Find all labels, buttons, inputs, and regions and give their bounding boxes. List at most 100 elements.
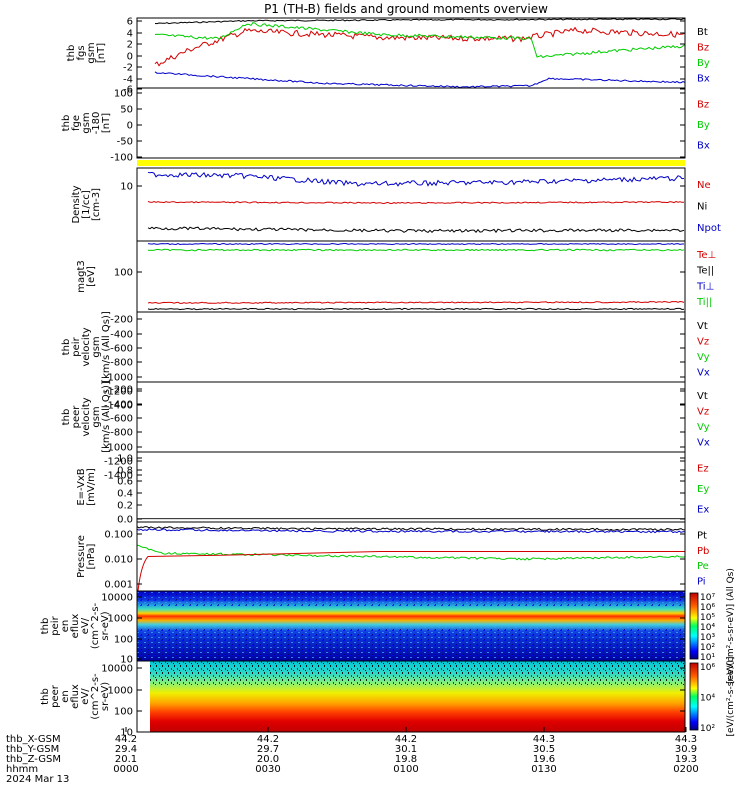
legend-item: By bbox=[697, 58, 710, 69]
y-tick-label: -4 bbox=[123, 75, 133, 86]
x-tick-label: 19.8 bbox=[395, 754, 417, 765]
panel-fge: 100 50 0 -50 -100 thbfgegsm-180[nT] Bz By Bx bbox=[61, 87, 710, 166]
x-tick-label: 0130 bbox=[531, 764, 556, 775]
x-tick-label: 20.1 bbox=[115, 754, 137, 765]
legend: Te⊥ Te|| Ti⊥ Ti|| bbox=[696, 250, 716, 308]
panels: 6420-2-4-6thbfgsgsm[nT]BtBzByBx100500-50… bbox=[40, 17, 736, 739]
y-tick-label: -200 bbox=[110, 385, 133, 396]
legend-item: Npot bbox=[697, 223, 721, 234]
legend: Bz By Bx bbox=[697, 99, 710, 151]
y-tick-label: -400 bbox=[110, 400, 133, 411]
colorbar-tick-label: 10² bbox=[700, 724, 715, 734]
panel-vi: -200 -400 -600 -800 -1000 -1200 -1400 thbpeirve… bbox=[61, 311, 710, 411]
colorbar bbox=[689, 662, 699, 731]
series-line-bx bbox=[154, 71, 686, 88]
legend-item: Ex bbox=[697, 505, 709, 516]
y-axis-label: thbpeirenefluxeV/(cm^2-s-sr-eV) bbox=[40, 602, 111, 649]
y-tick-label: 100 bbox=[114, 707, 133, 718]
colorbar-tick-label: 10⁴ bbox=[700, 694, 715, 704]
ele-spectrogram-noise bbox=[150, 661, 685, 686]
legend: Ne Ni Npot bbox=[697, 180, 721, 234]
legend-item: Bx bbox=[697, 141, 710, 152]
y-tick-label: 0.001 bbox=[104, 580, 133, 591]
y-tick-label: 2 bbox=[127, 40, 133, 51]
legend: Bt Bz By Bx bbox=[697, 27, 710, 85]
y-tick-label: 10000 bbox=[101, 593, 133, 604]
legend-item: Vz bbox=[697, 336, 709, 347]
x-tick-label: 44.3 bbox=[533, 734, 555, 745]
legend-item: Vx bbox=[697, 437, 710, 448]
series-line-pt bbox=[136, 526, 686, 531]
x-tick-label: 30.9 bbox=[675, 744, 697, 755]
y-tick-label: -6 bbox=[123, 85, 133, 96]
x-tick-label: 44.2 bbox=[115, 734, 137, 745]
legend-item: Ey bbox=[697, 484, 709, 495]
legend-item: Te⊥ bbox=[696, 250, 716, 261]
y-tick-label: -800 bbox=[110, 428, 133, 439]
legend-item: Vt bbox=[697, 391, 708, 402]
legend-item: Vz bbox=[697, 406, 709, 417]
series-line-te-perp bbox=[147, 300, 685, 304]
colorbar-tick-label: 10⁵ bbox=[700, 613, 715, 623]
x-tick-label: 44.2 bbox=[395, 734, 417, 745]
x-axis-labels: thb_X-GSMthb_Y-GSMthb_Z-GSMhhmm44.229.42… bbox=[6, 727, 699, 785]
colorbar-tick-label: 10⁷ bbox=[700, 593, 715, 603]
y-tick-label: -400 bbox=[110, 330, 133, 341]
y-tick-label: 0.8 bbox=[117, 466, 133, 477]
y-axis-label: E=-VxB[mV/m] bbox=[76, 468, 97, 506]
y-axis-label: thbpeerenefluxeV/(cm^2-s-sr-eV) bbox=[40, 673, 111, 720]
series-line-npot bbox=[147, 171, 685, 187]
y-tick-label: 100 bbox=[114, 89, 133, 100]
panel-frame bbox=[136, 660, 686, 733]
y-tick-label: -1000 bbox=[104, 443, 133, 454]
legend-item: Ti⊥ bbox=[696, 281, 714, 292]
legend-item: Ti|| bbox=[696, 297, 712, 308]
panel-ele_spec: 10000 1000 100 10 thbpeerenefluxeV/(cm^2-s-s… bbox=[40, 656, 736, 738]
x-row-label: thb_Z-GSM bbox=[6, 754, 61, 765]
legend-item: Ez bbox=[697, 463, 709, 474]
series-line-ti-perp bbox=[147, 242, 684, 246]
y-tick-label: 10000 bbox=[101, 664, 133, 675]
y-tick-label: 0 bbox=[127, 121, 133, 132]
panel-temp: 100 magt3[eV] Te⊥ Te|| Ti⊥ Ti|| bbox=[76, 240, 716, 313]
y-axis-label: thbpeirvelocitygsm[km/s (All Qs)] bbox=[61, 311, 112, 383]
x-tick-label: 29.4 bbox=[115, 744, 137, 755]
y-tick-label: 0.2 bbox=[117, 501, 133, 512]
y-tick-label: 1000 bbox=[108, 614, 133, 625]
y-axis-label: thbfgegsm-180[nT] bbox=[61, 112, 112, 135]
y-tick-label: 1.0 bbox=[117, 454, 133, 465]
legend-item: Pt bbox=[697, 531, 707, 542]
x-tick-label: 0030 bbox=[255, 764, 280, 775]
y-tick-label: -50 bbox=[117, 137, 133, 148]
legend-item: Ne bbox=[697, 180, 711, 191]
panel-frame bbox=[136, 381, 686, 453]
legend-item: Ni bbox=[697, 202, 707, 213]
y-tick-label: -100 bbox=[110, 153, 133, 164]
y-tick-label: -1200 bbox=[104, 457, 133, 468]
y-tick-label: 50 bbox=[120, 105, 133, 116]
y-tick-label: 0.100 bbox=[104, 530, 133, 541]
legend-item: Bx bbox=[697, 73, 710, 84]
y-tick-label: 10 bbox=[120, 655, 133, 666]
series-line-pi bbox=[136, 528, 685, 534]
y-tick-label: -2 bbox=[123, 63, 133, 74]
legend: Pt Pb Pe Pi bbox=[697, 531, 709, 588]
x-tick-label: 0000 bbox=[113, 764, 138, 775]
colorbar-tick-label: 10⁶ bbox=[700, 603, 715, 613]
legend-item: Pb bbox=[697, 546, 709, 557]
y-tick-label: 6 bbox=[127, 17, 133, 28]
colorbar-label: [eV/(cm²-s-sr-eV)] (All Qs) bbox=[726, 568, 736, 684]
ion-spectrogram-noise-top bbox=[137, 591, 685, 607]
legend-item: Te|| bbox=[696, 266, 714, 277]
series-line-te-par bbox=[147, 307, 685, 311]
x-tick-label: 0200 bbox=[673, 764, 698, 775]
series-line-pe bbox=[136, 544, 686, 561]
panel-frame bbox=[136, 311, 686, 383]
legend-item: Bt bbox=[697, 27, 708, 38]
legend-item: By bbox=[697, 120, 710, 131]
colorbar-tick-label: 10⁶ bbox=[700, 663, 715, 673]
plot-title: P1 (TH-B) fields and ground moments over… bbox=[264, 2, 548, 16]
y-axis-label: Pressure[nPa] bbox=[76, 535, 97, 578]
colorbar-tick-label: 10¹ bbox=[700, 653, 715, 663]
